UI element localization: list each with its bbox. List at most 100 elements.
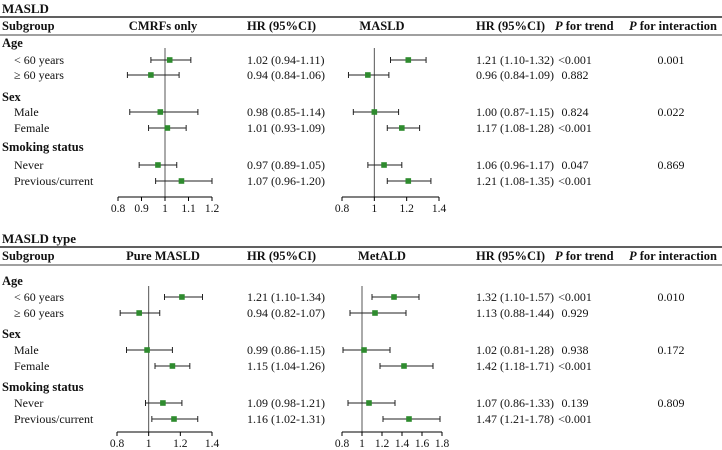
forest-plot-2: 0.8 1 1.2 1.4 [335, 48, 446, 215]
p-interaction-value: 0.809 [658, 396, 685, 410]
group-label: Sex [2, 90, 22, 104]
panel-title: MASLD type [2, 231, 76, 246]
x-tick-label: 0.8 [335, 438, 350, 450]
group-label: Sex [2, 327, 22, 341]
hr-point-marker [157, 109, 164, 115]
row-label: < 60 years [14, 53, 64, 67]
group-label: Age [2, 274, 23, 288]
group-label: Age [2, 36, 23, 50]
hr1-value: 1.16 (1.02-1.31) [247, 412, 325, 426]
row-label: Male [14, 105, 39, 119]
hr2-value: 1.17 (1.08-1.28) [476, 121, 554, 135]
p-interaction-value: 0.001 [658, 53, 685, 67]
group-label: Smoking status [2, 140, 84, 154]
hr-point-marker [405, 178, 412, 184]
row-label: Previous/current [14, 412, 94, 426]
header-subgroup: Subgroup [2, 19, 55, 33]
row-label: Male [14, 343, 39, 357]
panel-title: MASLD [2, 1, 49, 16]
x-tick-label: 1.1 [181, 203, 196, 215]
hr-point-marker [171, 416, 177, 422]
header-p-trend-rest: for trend [563, 19, 614, 33]
header-hr1: HR (95%CI) [247, 19, 316, 33]
row-label: < 60 years [14, 290, 64, 304]
header-p-interaction-rest: for interaction [637, 19, 717, 33]
header-p-interaction-rest: for interaction [637, 249, 717, 263]
header-p-trend: P for trend [555, 249, 614, 263]
hr1-value: 0.99 (0.86-1.15) [247, 343, 325, 357]
hr1-value: 0.94 (0.82-1.07) [247, 306, 325, 320]
x-tick-label: 1 [162, 203, 168, 215]
p-trend-value: 0.882 [562, 68, 589, 82]
x-tick-label: 0.8 [110, 438, 125, 450]
header-p-interaction: P for interaction [629, 19, 717, 33]
forest-plot-1: 0.8 0.9 1 1.1 1.2 [111, 48, 220, 215]
row-label: ≥ 60 years [14, 68, 64, 82]
header-p-trend-rest: for trend [563, 249, 614, 263]
hr-point-marker [179, 294, 185, 300]
x-tick-label: 1.2 [375, 438, 390, 450]
p-trend-value: 0.824 [562, 105, 589, 119]
header-plot1: Pure MASLD [126, 249, 200, 263]
header-plot2: MetALD [358, 249, 406, 263]
header-hr2: HR (95%CI) [476, 19, 545, 33]
hr2-value: 1.13 (0.88-1.44) [476, 306, 554, 320]
hr2-value: 1.42 (1.18-1.71) [476, 359, 554, 373]
x-tick-label: 1 [371, 203, 377, 215]
x-tick-label: 1.4 [395, 438, 410, 450]
hr1-value: 0.94 (0.84-1.06) [247, 68, 325, 82]
hr-point-marker [401, 363, 407, 369]
p-interaction-value: 0.172 [658, 343, 685, 357]
hr-point-marker [160, 400, 166, 406]
x-tick-label: 1.8 [435, 438, 450, 450]
header-p-trend: P for trend [555, 19, 614, 33]
hr-point-marker [166, 57, 173, 63]
row-label: Female [14, 121, 49, 135]
hr-point-marker [371, 109, 378, 115]
hr2-value: 1.21 (1.08-1.35) [476, 174, 554, 188]
p-trend-value: <0.001 [558, 359, 592, 373]
hr-point-marker [361, 347, 367, 353]
header-p-trend-italic-p: P [555, 19, 563, 33]
hr-point-marker [148, 72, 154, 78]
x-tick-label: 0.8 [111, 203, 126, 215]
panel-masld-type: MASLD type Subgroup Pure MASLD HR (95%CI) Me… [0, 231, 722, 450]
p-trend-value: 0.938 [562, 343, 589, 357]
p-interaction-value: 0.010 [658, 290, 685, 304]
header-hr2: HR (95%CI) [476, 249, 545, 263]
p-trend-value: 0.929 [562, 306, 589, 320]
p-trend-value: <0.001 [558, 290, 592, 304]
x-tick-label: 1.4 [205, 438, 220, 450]
row-label: Never [14, 396, 43, 410]
forest-plot-2: 0.8 1 1.2 1.4 1.6 1.8 [335, 286, 450, 450]
hr-point-marker [365, 72, 371, 78]
x-tick-label: 1.2 [399, 203, 414, 215]
row-label: Previous/current [14, 174, 94, 188]
p-trend-value: <0.001 [558, 174, 592, 188]
x-tick-label: 1.2 [173, 438, 188, 450]
p-trend-value: <0.001 [558, 121, 592, 135]
hr1-value: 1.15 (1.04-1.26) [247, 359, 325, 373]
header-subgroup: Subgroup [2, 249, 55, 263]
panel-masld: MASLD Subgroup CMRFs only HR (95%CI) MASLD HR… [0, 1, 722, 215]
header-p-interaction: P for interaction [629, 249, 717, 263]
forest-plot-1: 0.8 1 1.2 1.4 [110, 286, 220, 450]
hr-point-marker [372, 310, 378, 316]
row-label: Female [14, 359, 49, 373]
hr-point-marker [144, 347, 150, 353]
hr2-value: 0.96 (0.84-1.09) [476, 68, 554, 82]
hr-point-marker [136, 310, 142, 316]
header-p-trend-italic-p: P [555, 249, 563, 263]
hr-point-marker [381, 162, 387, 168]
hr1-value: 1.02 (0.94-1.11) [247, 53, 325, 67]
x-tick-label: 0.8 [335, 203, 350, 215]
p-interaction-value: 0.022 [658, 105, 685, 119]
p-trend-value: 0.047 [562, 158, 589, 172]
x-tick-label: 1.2 [205, 203, 220, 215]
header-p-interaction-italic-p: P [629, 19, 637, 33]
p-trend-value: 0.139 [562, 396, 589, 410]
x-tick-label: 1.6 [415, 438, 430, 450]
x-tick-label: 1 [359, 438, 365, 450]
hr-point-marker [399, 125, 405, 131]
